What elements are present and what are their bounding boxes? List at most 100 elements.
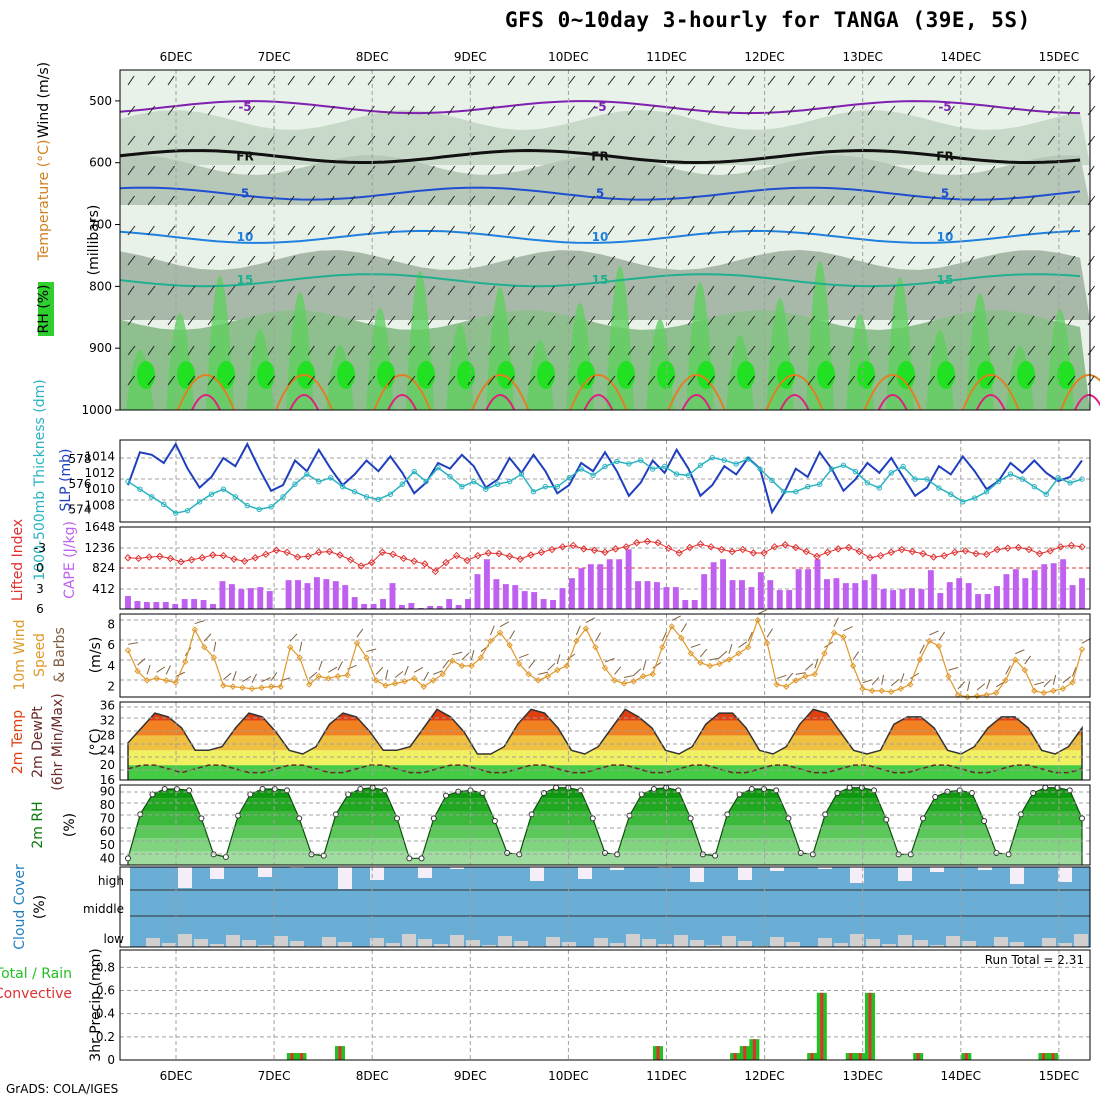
rh-point <box>638 791 645 798</box>
wind-barb <box>1027 105 1035 116</box>
wind-barb <box>447 105 455 116</box>
wind-barb <box>367 375 376 386</box>
wind-barb <box>727 255 736 266</box>
wind-barb <box>967 255 975 266</box>
wind-barb <box>507 165 515 176</box>
wind-barb <box>547 315 556 326</box>
precip-convective-bar <box>338 1046 342 1060</box>
wind-barb <box>507 105 516 116</box>
wind-barb-10m <box>156 666 166 673</box>
wind-barb <box>187 315 196 326</box>
cloud-low-bar <box>866 939 880 947</box>
wind-barb <box>947 75 956 86</box>
precip-convective-bar <box>656 1046 660 1060</box>
li-point <box>1078 543 1086 551</box>
cape-bar <box>635 581 642 609</box>
wind-barb <box>907 165 916 176</box>
wind-barb-10m <box>385 669 389 680</box>
warm-contour-0 <box>177 374 235 411</box>
rh-band-fill <box>128 811 1082 825</box>
wind-barb <box>827 165 836 176</box>
rh-core-22 <box>1017 361 1035 389</box>
wind-barb <box>1027 375 1036 386</box>
wind-barb <box>427 375 435 386</box>
wind-barb <box>447 285 456 296</box>
wind-barb-10m <box>261 677 271 683</box>
cape-bar <box>578 568 585 609</box>
thickness-point <box>304 471 310 477</box>
wind-barb <box>1027 225 1035 236</box>
isotherm-label--5-1: -5 <box>593 100 606 114</box>
pressure-axis-label: (millibars) <box>86 205 102 276</box>
cloud-low-bar <box>514 941 528 947</box>
wind-barb <box>247 195 255 206</box>
thickness-point <box>602 463 608 470</box>
rh-band-fill <box>128 851 1082 865</box>
thickness-point <box>745 456 751 462</box>
wind-point <box>248 685 256 692</box>
wind-barb <box>767 285 776 296</box>
cape-bar <box>323 579 330 609</box>
wind-barb <box>647 195 656 206</box>
lifted-index-line <box>127 540 1083 573</box>
wind-barb <box>507 255 515 266</box>
cloud-low-bar <box>946 936 960 947</box>
wind-barb-10m <box>700 648 708 658</box>
day-label-top-14DEC: 14DEC <box>941 50 981 64</box>
wind-barb <box>387 135 395 146</box>
wind-barb <box>747 315 756 326</box>
rh-point <box>797 850 804 856</box>
temperature-axis-label: Temperature (°C) <box>36 140 52 262</box>
wind-barb-10m <box>499 621 510 628</box>
wind-barb <box>927 375 935 386</box>
wind-barb <box>747 75 755 86</box>
wind-barb <box>747 345 756 356</box>
wind-barb <box>607 225 615 236</box>
li-tick-6: 6 <box>36 602 44 616</box>
wind-barb <box>567 255 576 266</box>
wind-barb <box>147 255 156 266</box>
wind-barb-10m <box>137 658 146 666</box>
li-point <box>209 551 217 559</box>
isotherm-label-FR-1: FR <box>591 150 608 164</box>
wind-barb <box>847 315 856 326</box>
wind-barb <box>167 345 176 356</box>
thickness-tick-574: 574 <box>69 502 92 516</box>
wind-point <box>496 629 504 636</box>
wind-barb <box>147 285 156 296</box>
wind-barb <box>667 345 676 356</box>
wind-barb <box>747 105 756 116</box>
wind-barb <box>867 195 875 206</box>
wind-barb <box>1027 165 1036 176</box>
wind-barb <box>827 105 836 116</box>
cape-bar <box>200 600 207 609</box>
wind-barb <box>767 105 776 116</box>
wind-barb <box>867 255 876 266</box>
wind-barb <box>407 225 416 236</box>
wind-barb <box>867 315 875 326</box>
cloud-frame <box>119 866 1091 948</box>
wind-barb-10m <box>595 632 602 642</box>
wind-point <box>277 683 284 690</box>
li-point <box>654 539 662 547</box>
thickness-point <box>149 494 155 500</box>
precip-convective-bar <box>733 1053 737 1060</box>
cape-bar <box>295 580 301 609</box>
wind-barb <box>927 195 936 206</box>
wind-barb <box>847 135 855 146</box>
wind-barb <box>427 165 435 176</box>
wind-barb <box>407 255 416 266</box>
wind-barb <box>1007 135 1015 146</box>
wind-barb <box>287 135 296 146</box>
wind-barb <box>467 225 476 236</box>
cape-bar <box>861 580 868 609</box>
cape-bar <box>805 569 812 609</box>
wind-point <box>973 692 981 700</box>
wind-barb <box>127 135 136 146</box>
wind-barb <box>127 375 135 386</box>
wind-barb <box>687 165 696 176</box>
wind-barb <box>807 135 815 146</box>
rh-point <box>161 786 168 792</box>
wind-barb <box>567 165 576 176</box>
cape-tick-1236: 1236 <box>84 541 115 555</box>
